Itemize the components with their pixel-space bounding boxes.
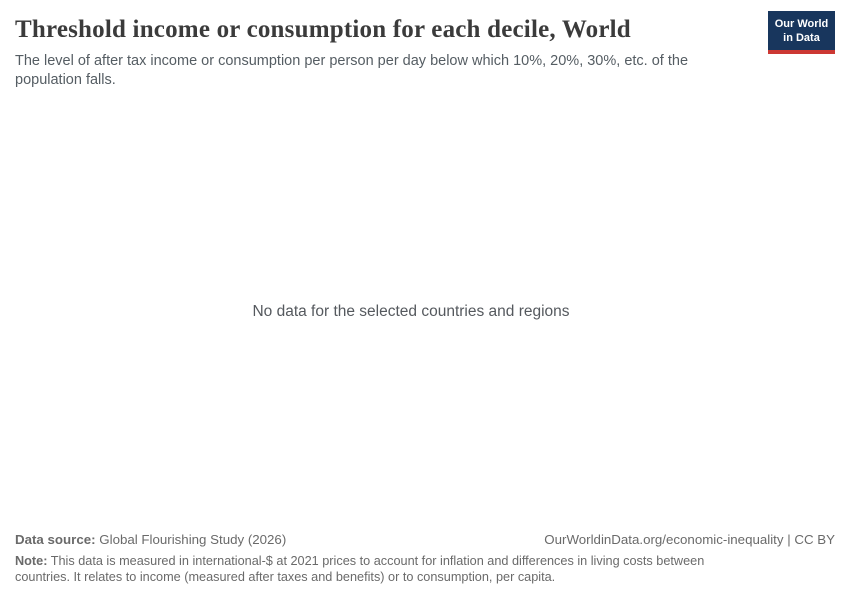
- chart-subtitle: The level of after tax income or consump…: [15, 53, 689, 88]
- no-data-message: No data for the selected countries and r…: [252, 303, 570, 320]
- data-source-value: Global Flourishing Study (2026): [99, 532, 287, 548]
- data-source: Data source: Global Flourishing Study (2…: [15, 531, 286, 548]
- note: Note: This data is measured in internati…: [15, 554, 737, 586]
- chart-title: Threshold income or consumption for each…: [15, 16, 631, 43]
- chart-footer: Data source: Global Flourishing Study (2…: [15, 531, 835, 586]
- note-label: Note:: [15, 554, 48, 569]
- owid-logo[interactable]: Our World in Data: [768, 11, 835, 54]
- source-row: Data source: Global Flourishing Study (2…: [15, 531, 835, 548]
- data-source-label: Data source:: [15, 532, 96, 548]
- owid-logo-line2: in Data: [783, 31, 820, 44]
- note-text: This data is measured in international-$…: [15, 554, 705, 585]
- attribution-link[interactable]: OurWorldinData.org/economic-inequality |…: [544, 532, 835, 548]
- chart-header: Threshold income or consumption for each…: [0, 0, 850, 90]
- owid-logo-line1: Our World: [774, 18, 829, 30]
